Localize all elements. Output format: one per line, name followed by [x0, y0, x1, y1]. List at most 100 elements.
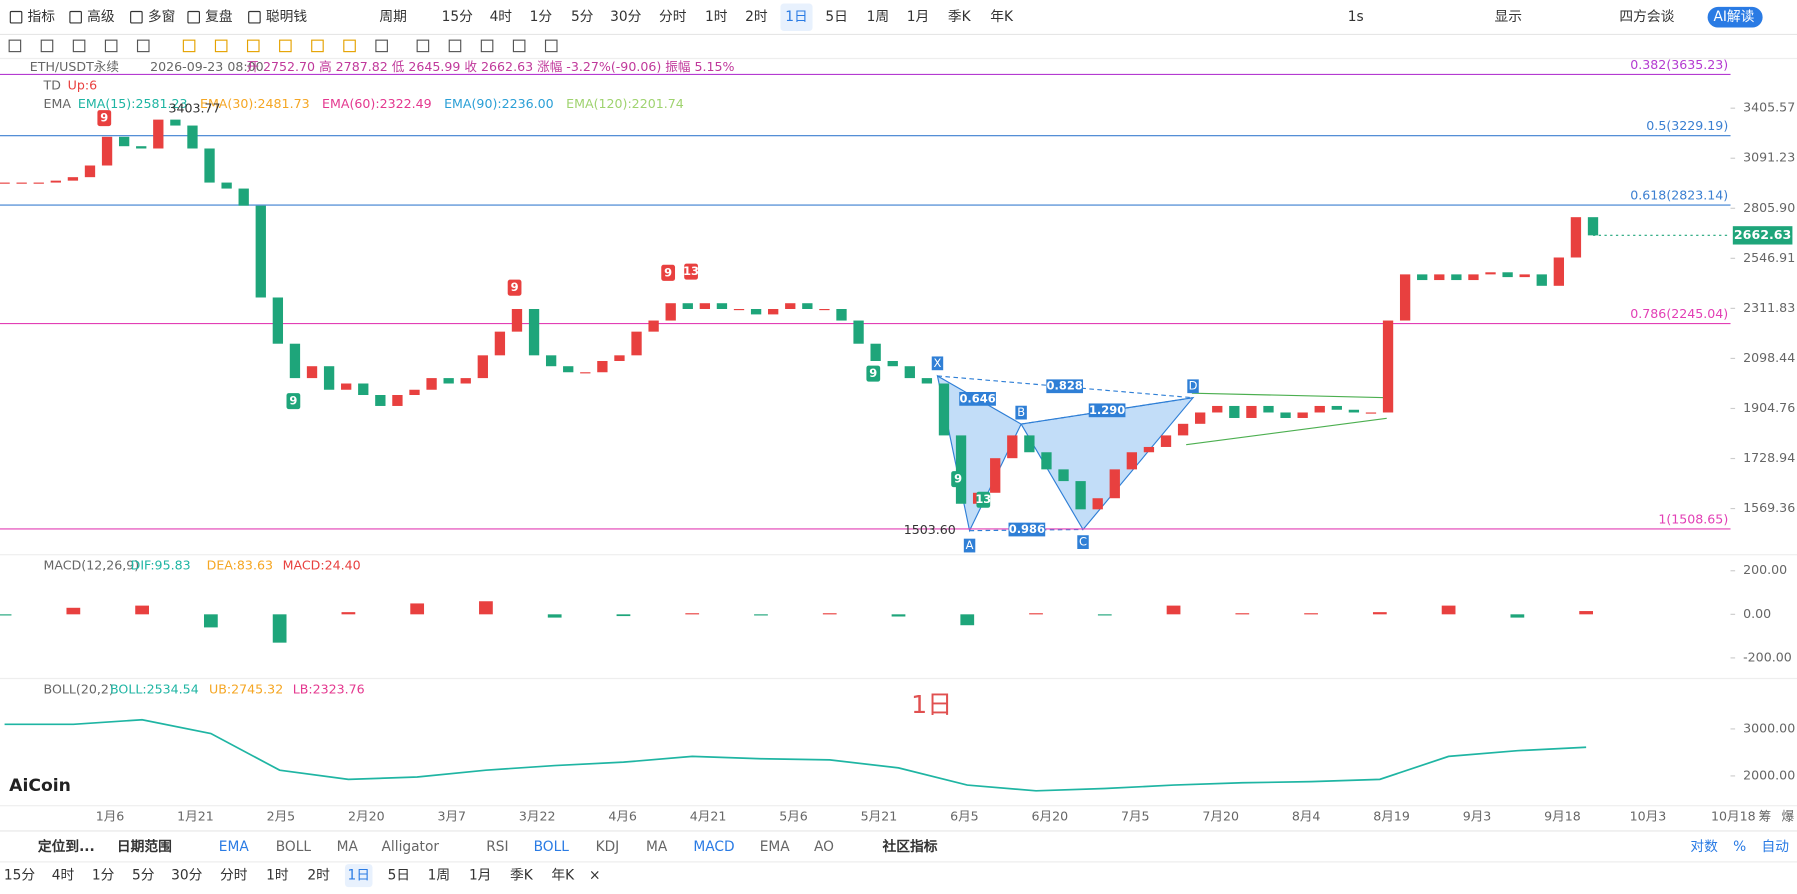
indicator-button[interactable]: RSI	[486, 839, 508, 855]
period-button[interactable]: 15分	[4, 868, 35, 884]
toolbar-button[interactable]: 复盘	[205, 8, 233, 25]
pattern-point: X	[934, 356, 942, 370]
candle	[1365, 412, 1377, 414]
period-menu[interactable]: 周期	[379, 9, 407, 25]
axis-option[interactable]: 对数	[1690, 839, 1718, 855]
candle	[306, 366, 318, 379]
ema-legend: EMA(120):2201.74	[566, 96, 684, 111]
toolbar-button[interactable]: 指标	[28, 9, 56, 25]
candle	[16, 182, 27, 184]
candle	[341, 383, 352, 390]
draw-tool	[8, 39, 22, 53]
period-button[interactable]: 4时	[490, 9, 513, 25]
toolbar-button[interactable]: 高级	[87, 8, 115, 25]
x-tick-label: 9月3	[1463, 809, 1492, 824]
indicator-button[interactable]: MA	[646, 839, 668, 855]
period-button[interactable]: 4时	[52, 868, 75, 884]
period-button[interactable]: 1时	[266, 868, 289, 884]
td-badge	[866, 365, 881, 382]
period-button[interactable]: 季K	[948, 9, 972, 25]
candle	[648, 320, 659, 332]
y-tick-label: 2546.91	[1743, 250, 1795, 265]
x-tick-label: 3月22	[519, 809, 556, 824]
period-button[interactable]: 1分	[530, 9, 553, 25]
candle	[409, 389, 420, 396]
period-button[interactable]: 5日	[388, 868, 411, 884]
period-button[interactable]: 2时	[307, 868, 330, 884]
toolbar-button[interactable]: AI解读	[1713, 9, 1754, 25]
period-button[interactable]: 5分	[132, 868, 155, 884]
ema-legend: EMA(90):2236.00	[444, 96, 554, 111]
indicator-button[interactable]: EMA	[219, 839, 250, 855]
period-button[interactable]: 分时	[220, 868, 248, 884]
draw-tool[interactable]	[279, 39, 292, 53]
period-button[interactable]: 年K	[551, 868, 575, 884]
period-button[interactable]: 15分	[442, 9, 473, 25]
toolbar-button[interactable]: 1s	[1348, 9, 1364, 25]
toolbar-button[interactable]: 聪明钱	[266, 9, 308, 25]
candle	[272, 297, 284, 344]
period-button[interactable]: 5分	[571, 9, 594, 25]
pattern-point-bg	[1077, 535, 1089, 549]
toolbar-button[interactable]: 显示	[1494, 9, 1522, 25]
axis-icon[interactable]: 筹	[1759, 809, 1772, 824]
draw-tool	[40, 39, 54, 53]
indicator-button[interactable]: MACD	[693, 839, 734, 855]
period-button[interactable]: 2时	[745, 9, 768, 25]
toolbar-button[interactable]: 四方会谈	[1619, 9, 1674, 25]
indicator-button[interactable]: BOLL	[534, 839, 570, 855]
draw-tool[interactable]	[311, 39, 324, 53]
draw-tool[interactable]	[480, 39, 494, 53]
candle	[1041, 452, 1052, 470]
period-button[interactable]: 1时	[705, 9, 728, 25]
indicator-button[interactable]: AO	[814, 839, 834, 855]
range-button[interactable]: 日期范围	[117, 838, 172, 855]
period-button[interactable]: 年K	[990, 9, 1014, 25]
close-button[interactable]: ×	[589, 868, 601, 884]
draw-tool[interactable]	[544, 39, 558, 53]
axis-option[interactable]: %	[1733, 839, 1746, 855]
axis-option[interactable]: 自动	[1761, 839, 1789, 855]
candle	[1229, 405, 1240, 418]
period-button[interactable]: 30分	[610, 9, 641, 25]
indicator-button[interactable]: Alligator	[382, 839, 440, 855]
candle	[1109, 469, 1120, 499]
indicator-button[interactable]: MA	[337, 839, 359, 855]
period-button[interactable]: 1分	[92, 868, 115, 884]
candle	[682, 303, 693, 310]
toolbar-button[interactable]: 多窗	[148, 8, 176, 25]
draw-tool[interactable]	[214, 39, 228, 53]
period-button[interactable]: 1周	[867, 9, 890, 25]
draw-tool[interactable]	[512, 39, 526, 53]
indicator-button[interactable]: KDJ	[596, 839, 620, 855]
community-button[interactable]: 社区指标	[881, 838, 937, 855]
pattern-point-bg	[963, 538, 976, 553]
period-button[interactable]: 1日	[347, 868, 370, 884]
macd-bar	[616, 614, 631, 617]
period-button[interactable]: 季K	[510, 868, 534, 884]
period-button[interactable]: 1周	[428, 868, 451, 884]
draw-tool[interactable]	[375, 39, 388, 53]
period-button[interactable]: 分时	[659, 9, 687, 25]
macd-legend: DEA:83.63	[207, 558, 273, 573]
candle	[1502, 272, 1513, 278]
indicator-button[interactable]: EMA	[760, 839, 791, 855]
period-button[interactable]: 30分	[171, 868, 202, 884]
pattern-ratio: 0.646	[959, 391, 995, 405]
draw-tool[interactable]	[246, 39, 260, 53]
indicator-button[interactable]: BOLL	[276, 839, 312, 855]
candle	[921, 378, 933, 384]
period-button[interactable]: 1月	[907, 9, 930, 25]
period-button[interactable]: 1月	[469, 868, 492, 884]
macd-bar	[1235, 613, 1250, 615]
axis-icon[interactable]: 爆	[1782, 809, 1795, 824]
draw-tool[interactable]	[182, 39, 196, 53]
draw-tool[interactable]	[343, 39, 356, 53]
locate-button[interactable]: 定位到...	[38, 838, 95, 855]
draw-tool[interactable]	[416, 39, 430, 53]
draw-tool[interactable]	[448, 39, 462, 53]
period-button[interactable]: 1日	[785, 9, 808, 25]
macd-bar	[1441, 605, 1456, 615]
period-button[interactable]: 5日	[825, 9, 848, 25]
x-tick-label: 1月21	[177, 809, 214, 824]
